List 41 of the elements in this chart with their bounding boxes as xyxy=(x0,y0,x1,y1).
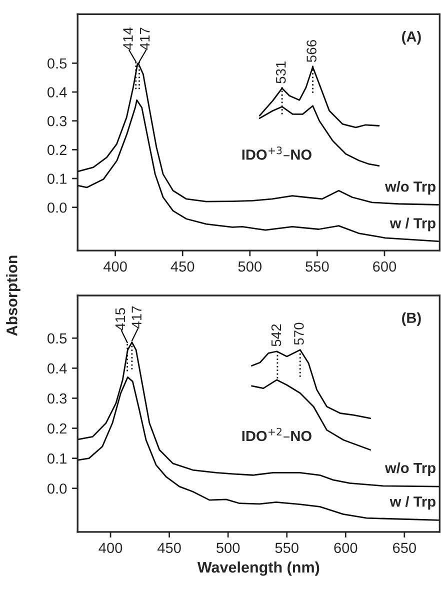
x-tick-label: 400 xyxy=(103,261,127,272)
y-tick-label: 0.2 xyxy=(48,144,66,156)
series-label: w / Trp xyxy=(390,218,436,232)
y-tick-label: 0.0 xyxy=(48,202,67,213)
annotation: 566 xyxy=(306,40,316,62)
y-tick-label: 0.1 xyxy=(48,453,66,464)
y-axis-title: Absorption xyxy=(6,256,20,336)
annotation: IDO$^{+3}$–NO xyxy=(242,146,312,160)
y-tick-label: 0.2 xyxy=(48,423,66,434)
x-tick-label: 600 xyxy=(373,261,396,272)
annotation: 570 xyxy=(294,322,304,345)
series-label: w / Trp xyxy=(390,496,436,510)
series-label: w/o Trp xyxy=(384,462,436,476)
annotation: IDO$^{+2}$–NO xyxy=(242,428,312,442)
x-tick-label: 550 xyxy=(306,261,329,272)
annotation: 414 xyxy=(123,27,133,50)
x-axis-title: Wavelength (nm) xyxy=(197,561,320,576)
x-tick-label: 650 xyxy=(392,542,416,554)
annotation: 415 xyxy=(116,308,126,330)
y-tick-label: 0.4 xyxy=(48,363,67,374)
annotation: 417 xyxy=(140,28,150,50)
x-tick-label: 400 xyxy=(98,542,122,554)
x-tick-label: 500 xyxy=(238,261,262,272)
y-tick-label: 0.3 xyxy=(48,393,67,404)
annotation: (A) xyxy=(402,31,421,45)
y-tick-label: 0.4 xyxy=(48,87,67,98)
x-tick-label: 600 xyxy=(334,542,358,554)
annotation: 542 xyxy=(271,324,282,346)
y-tick-label: 0.1 xyxy=(48,174,66,184)
y-tick-label: 0.0 xyxy=(48,483,67,494)
x-tick-label: 450 xyxy=(157,542,181,554)
y-tick-label: 0.5 xyxy=(48,58,67,69)
x-tick-label: 550 xyxy=(275,542,298,554)
series-label: w/o Trp xyxy=(384,181,436,195)
y-tick-label: 0.3 xyxy=(48,116,67,126)
x-tick-label: 500 xyxy=(216,542,240,554)
y-tick-label: 0.5 xyxy=(48,333,67,344)
annotation: 531 xyxy=(276,61,286,84)
annotation: (B) xyxy=(402,312,421,326)
x-tick-label: 450 xyxy=(170,261,194,272)
annotation: 417 xyxy=(132,306,142,329)
